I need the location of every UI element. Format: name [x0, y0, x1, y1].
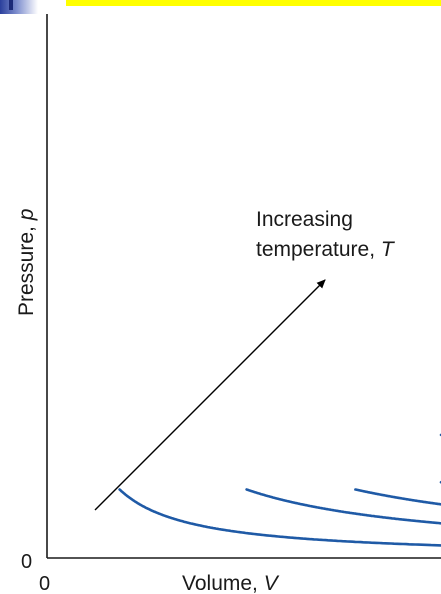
annotation-line-2: temperature, T [256, 238, 396, 261]
isotherm-curve-3 [354, 488, 441, 506]
y-axis-label: Pressure, p [15, 209, 38, 316]
increasing-temperature-arrow [94, 279, 326, 511]
isotherm-curve-1 [118, 488, 441, 547]
annotation-line-1: Increasing [256, 208, 353, 231]
top-yellow-bar [66, 0, 441, 6]
corner-logo-tick [9, 0, 13, 10]
y-origin-label: 0 [21, 551, 32, 573]
x-axis-label: Volume, V [182, 572, 280, 594]
corner-logo-mark [0, 0, 38, 14]
isotherm-curve-2 [245, 488, 441, 525]
isotherm-curves [118, 433, 441, 547]
x-origin-label: 0 [39, 573, 50, 594]
